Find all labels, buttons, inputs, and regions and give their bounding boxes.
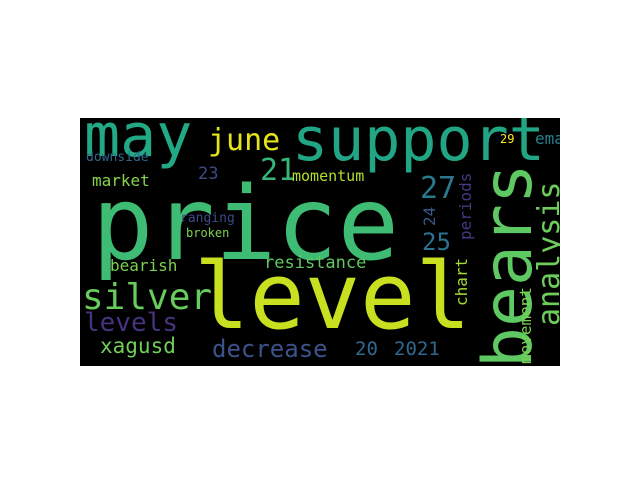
word-periods: periods [456, 172, 475, 240]
word-27: 27 [420, 171, 457, 206]
word-2021: 2021 [394, 338, 440, 360]
word-ranging: ranging [180, 211, 235, 226]
word-levels: levels [84, 308, 178, 338]
word-analysis: analysis [532, 181, 560, 327]
word-level: level [194, 243, 471, 350]
word-momentum: momentum [292, 167, 365, 185]
word-bearish: bearish [110, 256, 178, 275]
word-ema: ema [535, 129, 560, 148]
word-support: support [292, 118, 545, 175]
word-june: june [208, 123, 281, 158]
word-chart: chart [452, 257, 471, 306]
word-movement: movement [516, 286, 535, 364]
word-29: 29 [500, 132, 515, 146]
word-may: may [84, 118, 193, 171]
word-21: 21 [260, 153, 297, 188]
word-decrease: decrease [212, 335, 328, 363]
word-resistance: resistance [264, 253, 367, 273]
word-broken: broken [186, 226, 230, 240]
word-silver: silver [82, 277, 213, 318]
word-downside: downside [86, 150, 149, 165]
word-xagusd: xagusd [100, 334, 176, 358]
word-cloud: price level support may bears analysis s… [80, 118, 560, 366]
word-price: price [92, 165, 400, 284]
word-25: 25 [422, 228, 451, 256]
word-market: market [92, 171, 150, 190]
word-24: 24 [420, 206, 439, 226]
word-20: 20 [355, 338, 378, 360]
word-23: 23 [198, 164, 219, 184]
